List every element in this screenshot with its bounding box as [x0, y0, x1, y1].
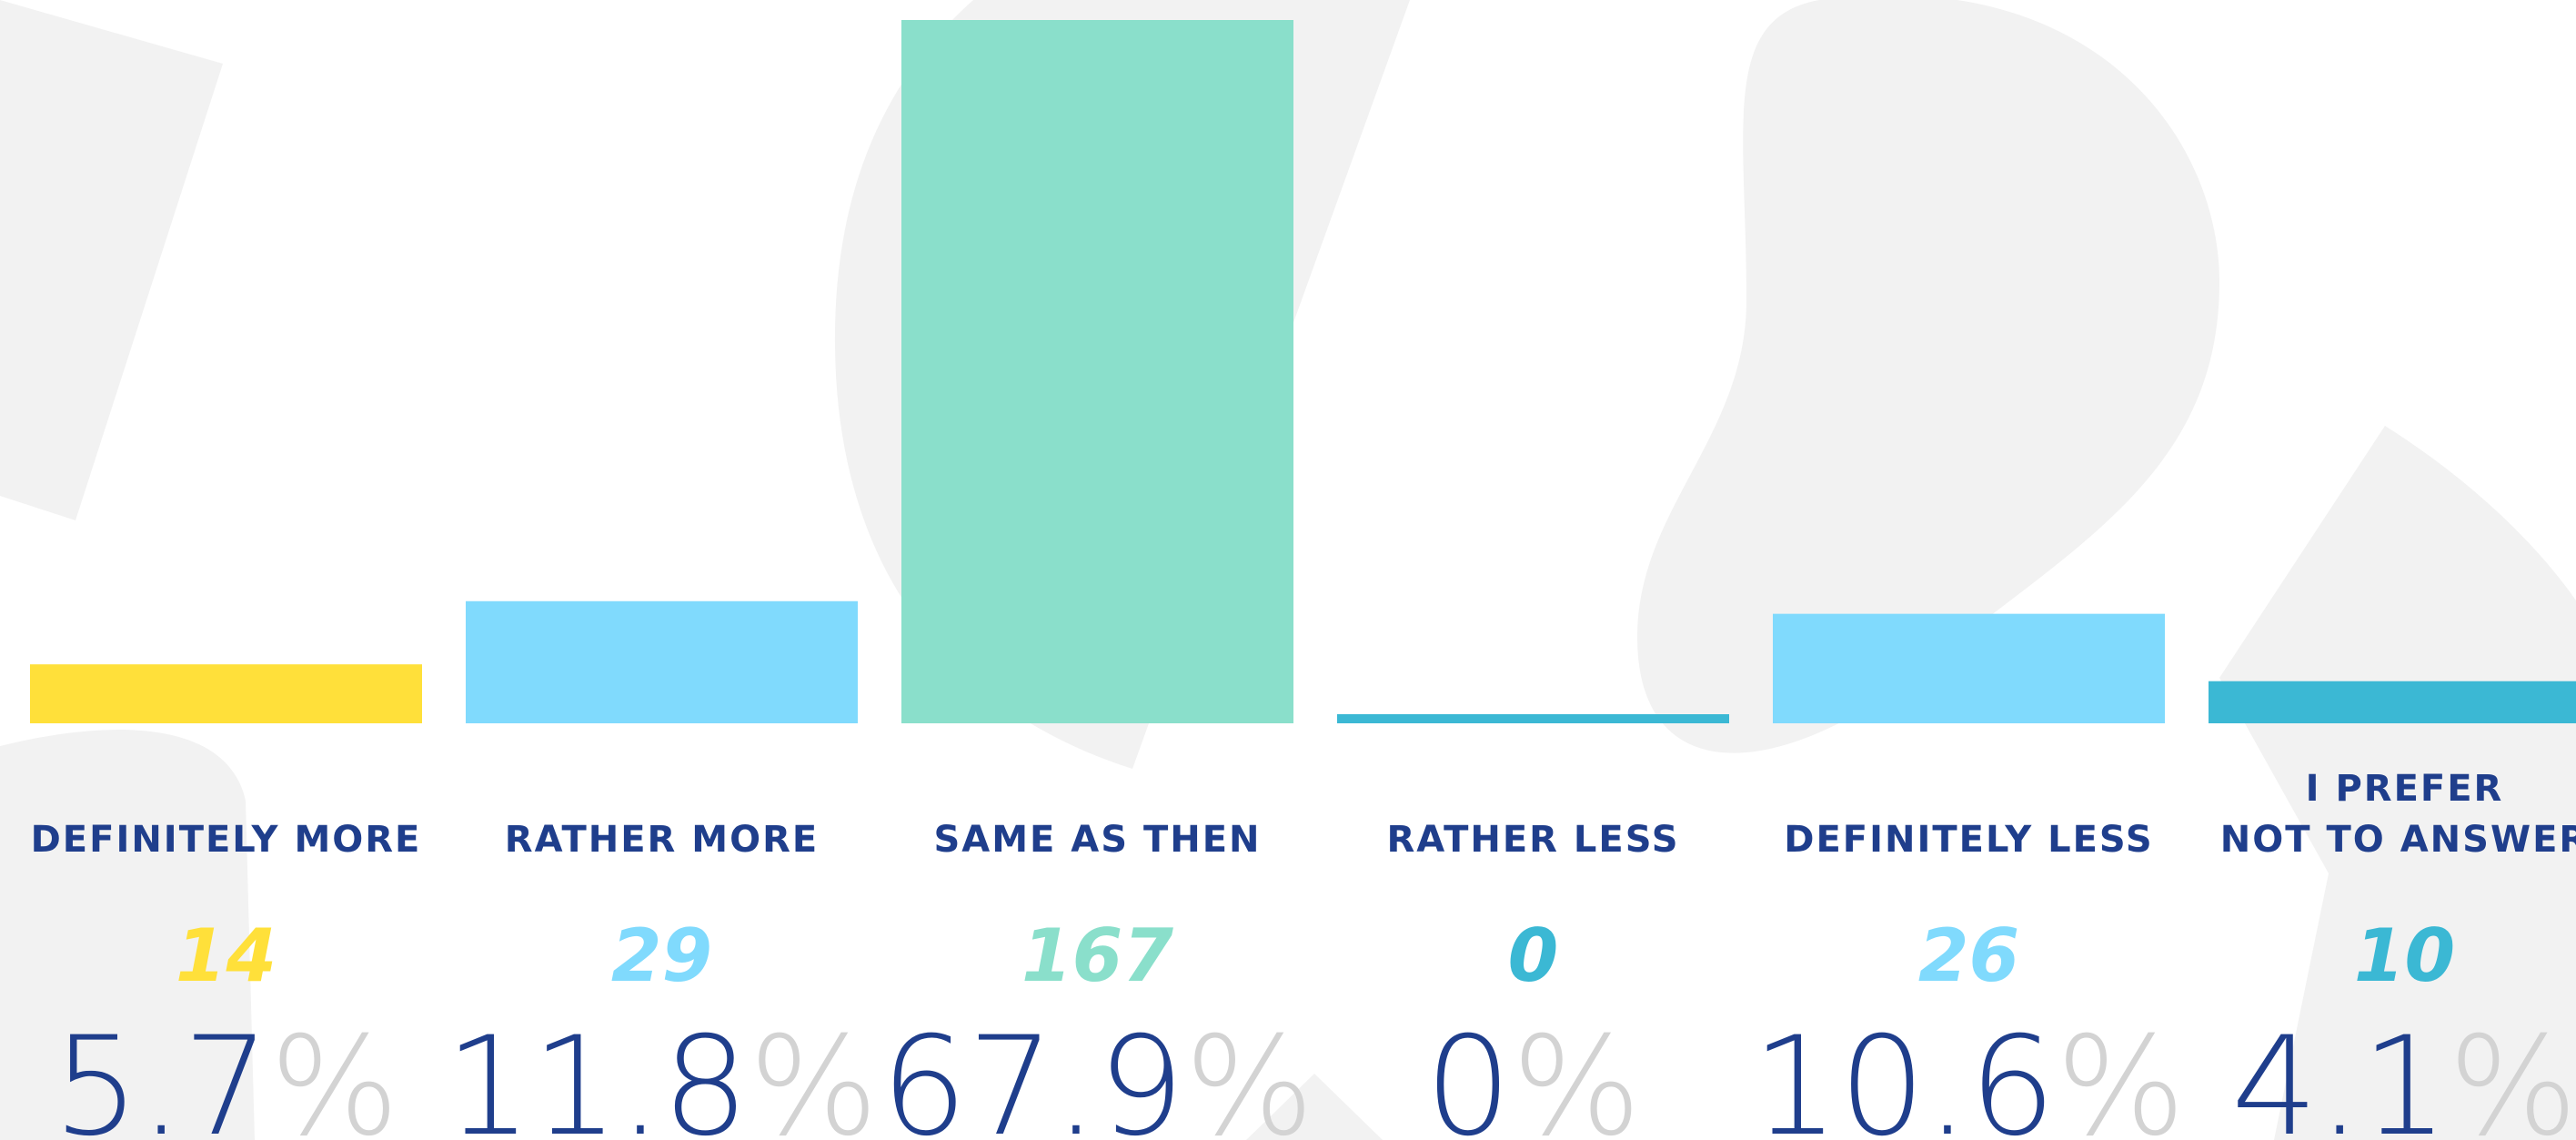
percentage-unit: %	[2449, 1008, 2576, 1140]
percentage-unit: %	[749, 1008, 879, 1140]
category-label: RATHER LESS	[1386, 819, 1679, 861]
count-label: 14	[176, 913, 277, 998]
bar	[2209, 681, 2576, 723]
percentage-label: 67.9%	[880, 1008, 1314, 1140]
category-label: SAME AS THEN	[933, 819, 1261, 861]
percentage-label: 0%	[1425, 1008, 1642, 1140]
count-label: 0	[1508, 913, 1559, 998]
percentage-label: 4.1%	[2231, 1008, 2576, 1140]
percentage-label: 5.7%	[53, 1008, 399, 1140]
bg-shape	[0, 0, 223, 520]
bg-shape	[1246, 1074, 1383, 1140]
percentage-label: 10.6%	[1752, 1008, 2186, 1140]
bar	[30, 664, 422, 723]
percentage-unit: %	[1512, 1008, 1642, 1140]
count-label: 29	[611, 913, 712, 998]
category-label: I PREFER NOT TO ANSWER	[2220, 768, 2576, 861]
count-label: 167	[1021, 913, 1173, 998]
percentage-value: 4.1	[2231, 1008, 2449, 1140]
percentage-unit: %	[2056, 1008, 2186, 1140]
count-label: 10	[2354, 913, 2455, 998]
percentage-unit: %	[1184, 1008, 1314, 1140]
category-label: DEFINITELY LESS	[1784, 819, 2153, 861]
bar-baseline	[1337, 714, 1729, 723]
percentage-value: 10.6	[1752, 1008, 2056, 1140]
bar	[466, 600, 858, 723]
percentage-unit: %	[270, 1008, 400, 1140]
percentage-label: 11.8%	[445, 1008, 879, 1140]
category-label: RATHER MORE	[505, 819, 819, 861]
count-label: 26	[1918, 913, 2019, 998]
percentage-value: 0	[1425, 1008, 1512, 1140]
bg-shape	[0, 730, 255, 1140]
percentage-value: 11.8	[445, 1008, 749, 1140]
bar	[1773, 613, 2165, 723]
category-label: DEFINITELY MORE	[31, 819, 422, 861]
bg-shape	[2219, 426, 2576, 1140]
percentage-value: 5.7	[53, 1008, 270, 1140]
bg-shape	[1637, 0, 2219, 753]
bar	[901, 20, 1293, 723]
percentage-value: 67.9	[880, 1008, 1184, 1140]
